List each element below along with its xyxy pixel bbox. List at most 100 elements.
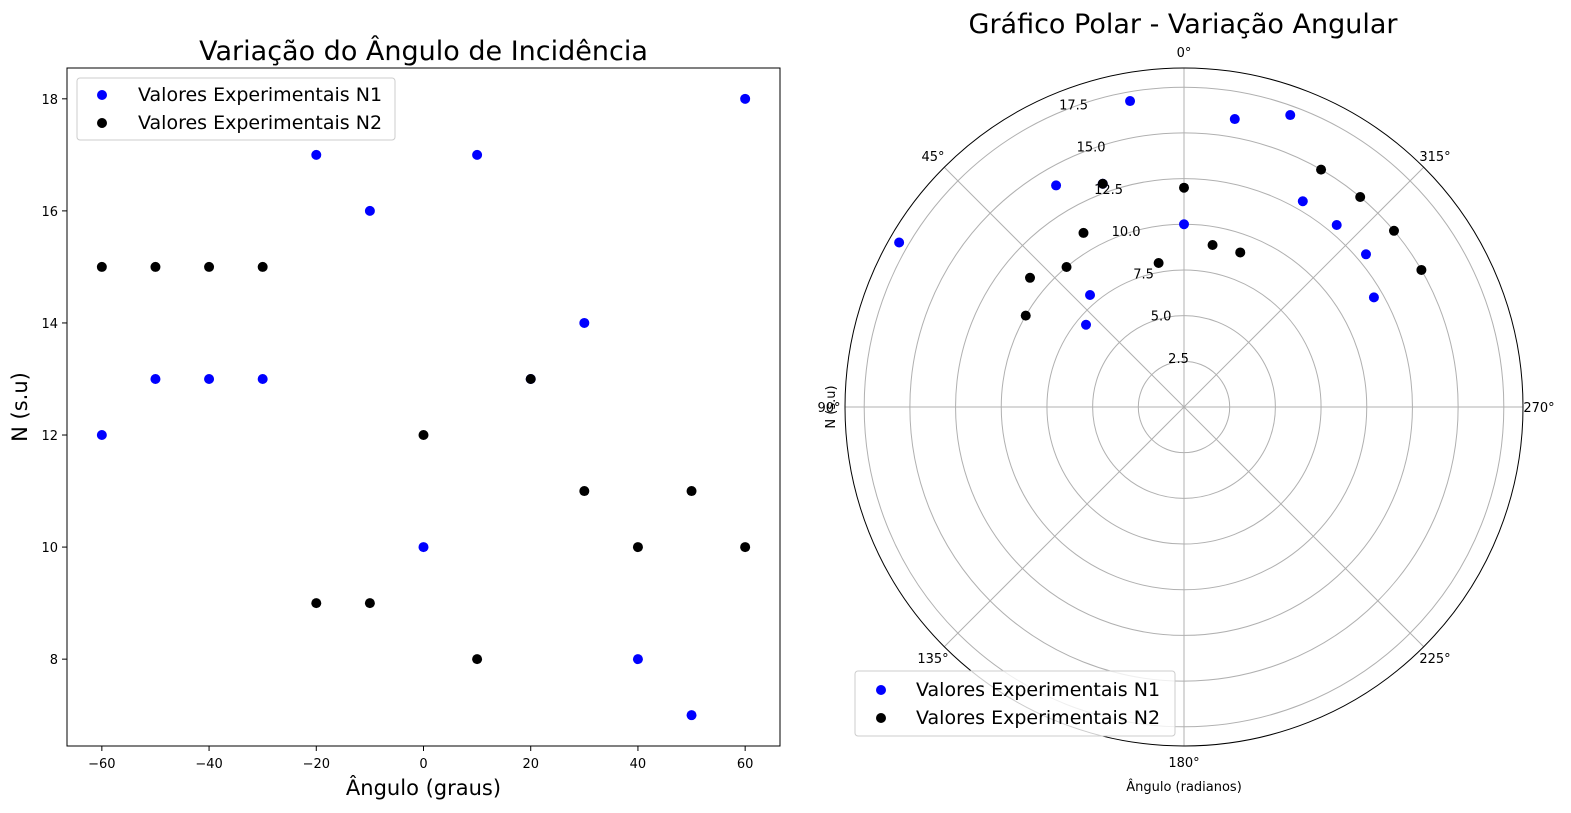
cartesian-legend: Valores Experimentais N1 Valores Experim… <box>76 77 396 141</box>
data-point-n2 <box>204 261 215 272</box>
data-point-n1 <box>740 93 751 104</box>
polar-chart-title: Gráfico Polar - Variação Angular <box>969 9 1399 40</box>
polar-data-point-n2 <box>1078 227 1089 238</box>
data-point-n1 <box>96 430 107 441</box>
angular-gridline <box>943 166 1185 408</box>
polar-data-point-n1 <box>1051 180 1062 191</box>
data-point-n1 <box>150 373 161 384</box>
x-tick-label: −20 <box>303 757 330 772</box>
polar-legend-marker-n1 <box>876 685 886 695</box>
polar-angular-grid <box>845 68 1523 746</box>
angular-gridline <box>943 406 1185 648</box>
y-tick-label: 14 <box>41 317 58 332</box>
data-point-n2 <box>311 598 322 609</box>
cartesian-legend-box <box>76 77 396 141</box>
cartesian-y-ticks: 8 10 12 14 16 18 <box>41 93 67 668</box>
data-point-n1 <box>579 317 590 328</box>
data-point-n2 <box>96 261 107 272</box>
polar-legend-box <box>854 670 1176 737</box>
radial-tick-label: 17.5 <box>1059 99 1088 114</box>
polar-outer-frame <box>844 67 1524 747</box>
polar-x-axis-label: Ângulo (radianos) <box>1126 779 1242 795</box>
polar-angular-tick-labels: 0° 45° 90° 135° 180° 225° 270° 315° <box>817 46 1554 771</box>
x-tick-label: −60 <box>88 757 115 772</box>
angular-tick-label: 225° <box>1419 652 1450 667</box>
polar-data-point-n2 <box>1020 310 1031 321</box>
angular-tick-label: 315° <box>1419 150 1450 165</box>
polar-data-point-n1 <box>894 237 905 248</box>
polar-data-point-n1 <box>1368 292 1379 303</box>
angular-gridline <box>1183 406 1425 648</box>
data-point-n1 <box>364 205 375 216</box>
x-tick-label: 40 <box>630 757 647 772</box>
polar-data-point-n2 <box>1388 225 1399 236</box>
angular-tick-label: 0° <box>1177 46 1192 61</box>
polar-data-point-n2 <box>1179 182 1189 193</box>
angular-tick-label: 180° <box>1168 756 1199 771</box>
angular-tick-label: 90° <box>817 401 840 416</box>
cartesian-plot-area <box>66 67 781 747</box>
polar-data-point-n2 <box>1025 272 1036 283</box>
polar-data-point-n1 <box>1360 249 1371 260</box>
polar-data-point-n1 <box>1179 219 1189 230</box>
data-point-n2 <box>150 261 161 272</box>
x-tick-label: −40 <box>195 757 222 772</box>
data-point-n1 <box>257 373 268 384</box>
angular-gridline <box>1183 166 1425 408</box>
polar-data-point-n2 <box>1355 192 1366 203</box>
polar-data-point-n1 <box>1297 196 1308 207</box>
polar-data-point-n2 <box>1416 264 1427 275</box>
radial-tick-label: 2.5 <box>1168 352 1189 367</box>
data-point-n1 <box>632 654 643 665</box>
y-tick-label: 16 <box>41 205 58 220</box>
radial-tick-label: 15.0 <box>1077 141 1106 156</box>
polar-data-point-n1 <box>1125 96 1136 107</box>
data-point-n1 <box>311 149 322 160</box>
angular-tick-label: 270° <box>1523 401 1554 416</box>
polar-legend: Valores Experimentais N1 Valores Experim… <box>854 670 1176 737</box>
polar-legend-label-n2: Valores Experimentais N2 <box>916 707 1160 729</box>
y-tick-label: 12 <box>41 429 58 444</box>
cartesian-x-ticks: −60 −40 −20 0 20 40 60 <box>88 746 753 772</box>
cartesian-legend-label-n2: Valores Experimentais N2 <box>138 112 382 134</box>
angular-tick-label: 45° <box>921 150 944 165</box>
polar-data-point-n2 <box>1097 178 1108 189</box>
polar-data-point-n2 <box>1061 262 1072 273</box>
cartesian-points <box>96 93 751 721</box>
polar-data-point-n2 <box>1207 240 1218 251</box>
polar-data-point-n1 <box>1085 290 1096 301</box>
radial-tick-label: 5.0 <box>1151 310 1172 325</box>
data-point-n1 <box>472 149 483 160</box>
x-tick-label: 0 <box>419 757 427 772</box>
data-point-n1 <box>418 542 429 553</box>
angular-tick-label: 135° <box>917 652 948 667</box>
polar-data-point-n1 <box>1285 110 1296 121</box>
radial-tick-label: 7.5 <box>1133 267 1154 282</box>
polar-points <box>894 96 1427 330</box>
polar-data-point-n2 <box>1235 247 1246 258</box>
cartesian-y-axis-label: N (s.u) <box>8 372 32 442</box>
data-point-n1 <box>686 710 697 721</box>
data-point-n2 <box>257 261 268 272</box>
polar-data-point-n1 <box>1081 319 1092 330</box>
data-point-n2 <box>472 654 483 665</box>
data-point-n2 <box>418 430 429 441</box>
data-point-n2 <box>579 486 590 497</box>
cartesian-legend-marker-n1 <box>97 90 107 100</box>
x-tick-label: 20 <box>522 757 539 772</box>
polar-data-point-n1 <box>1331 220 1342 231</box>
data-point-n1 <box>204 373 215 384</box>
cartesian-legend-label-n1: Valores Experimentais N1 <box>138 84 382 106</box>
polar-y-axis-label: N (s.u) <box>824 385 839 428</box>
cartesian-x-axis-label: Ângulo (graus) <box>346 775 501 800</box>
polar-legend-label-n1: Valores Experimentais N1 <box>916 679 1160 701</box>
polar-data-point-n2 <box>1316 164 1327 175</box>
data-point-n2 <box>686 486 697 497</box>
data-point-n2 <box>364 598 375 609</box>
y-tick-label: 18 <box>41 93 58 108</box>
data-point-n2 <box>740 542 751 553</box>
radial-tick-label: 10.0 <box>1112 225 1141 240</box>
polar-chart: Gráfico Polar - Variação Angular 2.5 5.0 7… <box>817 9 1554 795</box>
data-point-n2 <box>632 542 643 553</box>
